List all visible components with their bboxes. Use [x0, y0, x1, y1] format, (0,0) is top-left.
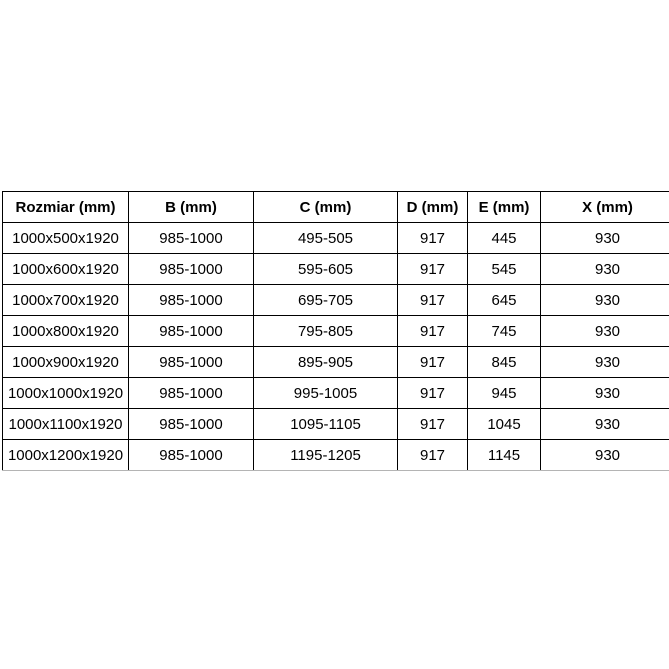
table-cell-d: 917: [397, 222, 468, 254]
table-cell-c: 595-605: [253, 253, 398, 285]
table-cell-x: 930: [540, 253, 669, 285]
table-row: 1000x1100x1920 985-1000 1095-1105 917 10…: [2, 408, 669, 440]
table-cell-e: 1045: [467, 408, 541, 440]
column-header-rozmiar: Rozmiar (mm): [2, 191, 129, 223]
table-cell-e: 545: [467, 253, 541, 285]
table-cell-b: 985-1000: [128, 346, 254, 378]
table-row: 1000x900x1920 985-1000 895-905 917 845 9…: [2, 346, 669, 378]
table-cell-rozmiar: 1000x800x1920: [2, 315, 129, 347]
table-cell-c: 1195-1205: [253, 439, 398, 471]
table-cell-e: 945: [467, 377, 541, 409]
table-cell-d: 917: [397, 284, 468, 316]
table-cell-x: 930: [540, 222, 669, 254]
table-cell-rozmiar: 1000x900x1920: [2, 346, 129, 378]
table-cell-rozmiar: 1000x1000x1920: [2, 377, 129, 409]
table-cell-e: 445: [467, 222, 541, 254]
table-cell-x: 930: [540, 377, 669, 409]
table-cell-rozmiar: 1000x700x1920: [2, 284, 129, 316]
table-cell-d: 917: [397, 253, 468, 285]
table-cell-c: 995-1005: [253, 377, 398, 409]
table-cell-b: 985-1000: [128, 222, 254, 254]
table-header-row: Rozmiar (mm) B (mm) C (mm) D (mm) E (mm)…: [2, 191, 669, 223]
table-cell-b: 985-1000: [128, 315, 254, 347]
table-cell-c: 495-505: [253, 222, 398, 254]
column-header-c: C (mm): [253, 191, 398, 223]
column-header-b: B (mm): [128, 191, 254, 223]
column-header-e: E (mm): [467, 191, 541, 223]
table-cell-c: 895-905: [253, 346, 398, 378]
table-cell-b: 985-1000: [128, 408, 254, 440]
table-cell-rozmiar: 1000x500x1920: [2, 222, 129, 254]
size-spec-table: Rozmiar (mm) B (mm) C (mm) D (mm) E (mm)…: [2, 191, 669, 471]
table-row: 1000x500x1920 985-1000 495-505 917 445 9…: [2, 222, 669, 254]
table-row: 1000x600x1920 985-1000 595-605 917 545 9…: [2, 253, 669, 285]
column-header-x: X (mm): [540, 191, 669, 223]
table-cell-d: 917: [397, 315, 468, 347]
table-cell-e: 1145: [467, 439, 541, 471]
table-cell-b: 985-1000: [128, 439, 254, 471]
table-cell-d: 917: [397, 377, 468, 409]
table-cell-c: 795-805: [253, 315, 398, 347]
table-cell-d: 917: [397, 346, 468, 378]
table-cell-x: 930: [540, 408, 669, 440]
table-cell-x: 930: [540, 315, 669, 347]
table-cell-b: 985-1000: [128, 253, 254, 285]
table-cell-e: 645: [467, 284, 541, 316]
table-cell-d: 917: [397, 439, 468, 471]
table-cell-c: 1095-1105: [253, 408, 398, 440]
table-cell-x: 930: [540, 346, 669, 378]
table-cell-x: 930: [540, 284, 669, 316]
column-header-d: D (mm): [397, 191, 468, 223]
table-cell-b: 985-1000: [128, 377, 254, 409]
table-cell-rozmiar: 1000x600x1920: [2, 253, 129, 285]
table-row: 1000x800x1920 985-1000 795-805 917 745 9…: [2, 315, 669, 347]
table-cell-x: 930: [540, 439, 669, 471]
table-cell-e: 745: [467, 315, 541, 347]
table-cell-rozmiar: 1000x1100x1920: [2, 408, 129, 440]
table-cell-rozmiar: 1000x1200x1920: [2, 439, 129, 471]
table-cell-b: 985-1000: [128, 284, 254, 316]
table-row: 1000x700x1920 985-1000 695-705 917 645 9…: [2, 284, 669, 316]
table-row: 1000x1000x1920 985-1000 995-1005 917 945…: [2, 377, 669, 409]
table-cell-e: 845: [467, 346, 541, 378]
table-cell-d: 917: [397, 408, 468, 440]
table-cell-c: 695-705: [253, 284, 398, 316]
table-row: 1000x1200x1920 985-1000 1195-1205 917 11…: [2, 439, 669, 471]
